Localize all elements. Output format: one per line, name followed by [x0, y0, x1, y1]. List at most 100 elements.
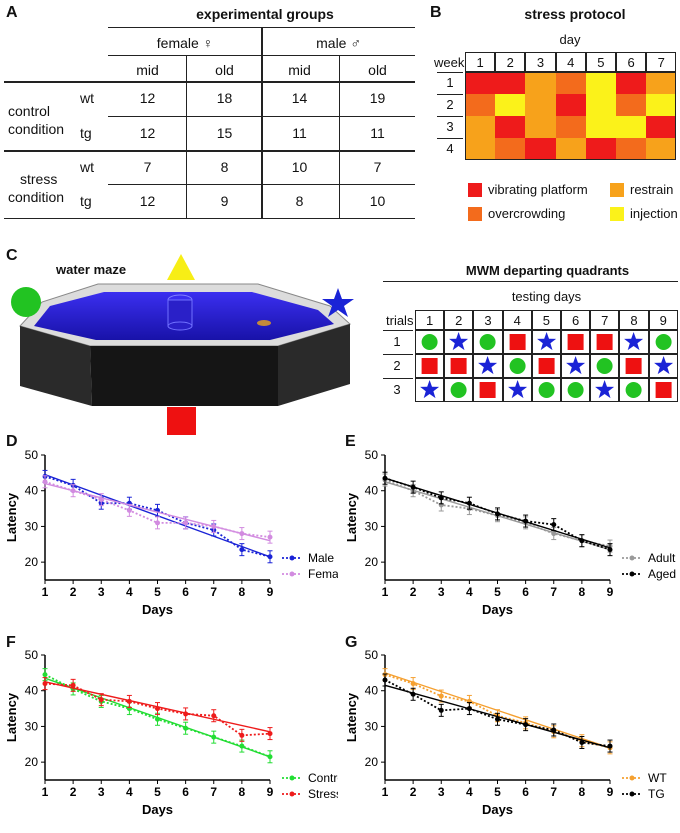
mouse-icon	[257, 320, 271, 326]
y-tick-label: 40	[25, 684, 39, 698]
mwm-cell	[619, 378, 649, 402]
data-point	[267, 754, 273, 760]
mwm-cell	[502, 330, 532, 354]
green-circle-icon	[596, 358, 613, 374]
mwm-day-cell: 2	[444, 310, 474, 330]
data-point	[410, 681, 416, 687]
legend-label: TG	[648, 787, 665, 801]
groups-table-title: experimental groups	[196, 6, 334, 22]
mwm-cell	[619, 354, 649, 378]
stress-cell-restrain	[555, 138, 586, 160]
data-point	[495, 511, 500, 517]
stress-cell-overcrowding	[616, 138, 647, 160]
week-row-divider	[437, 116, 463, 117]
mwm-trial-label: 3	[393, 382, 401, 397]
blue-star-icon	[536, 332, 556, 351]
stress-cell-vibrating	[585, 138, 616, 160]
stress-cell-restrain	[465, 116, 496, 138]
mwm-day-cell: 5	[531, 310, 561, 330]
trials-label: trials	[386, 313, 414, 328]
legend-marker	[629, 791, 635, 797]
genotype-label: tg	[80, 125, 92, 141]
x-axis-label: Days	[482, 602, 513, 617]
data-point	[183, 520, 189, 526]
table-divider	[4, 218, 415, 219]
data-point	[438, 707, 444, 713]
x-tick-label: 9	[267, 785, 274, 799]
legend-label: WT	[648, 771, 667, 785]
mwm-cell	[473, 354, 503, 378]
age-header: old	[368, 62, 387, 78]
green-circle-icon	[509, 358, 526, 374]
legend-swatch-vibrating	[468, 183, 482, 197]
legend-label: injection	[630, 206, 678, 221]
data-point	[70, 488, 76, 494]
mwm-cell	[561, 330, 591, 354]
legend-label: overcrowding	[488, 206, 566, 221]
mwm-cell	[415, 330, 445, 354]
table-cell: 18	[216, 90, 233, 106]
data-point	[267, 554, 273, 560]
x-tick-label: 6	[182, 585, 189, 599]
stress-cell-vibrating	[495, 72, 526, 94]
x-tick-label: 8	[239, 585, 246, 599]
x-axis-label: Days	[142, 602, 173, 617]
x-tick-label: 5	[494, 785, 501, 799]
chart-d: 20 30 40 50 1 2 3 4 5 6 7 8 9 Days Latency Male Female	[4, 448, 338, 617]
table-cell: 10	[291, 159, 308, 175]
x-tick-label: 9	[607, 585, 614, 599]
y-tick-label: 20	[25, 755, 39, 769]
genotype-label: tg	[80, 193, 92, 209]
x-tick-label: 1	[382, 785, 389, 799]
table-cell: 11	[370, 125, 385, 141]
table-cell: 9	[220, 193, 229, 209]
x-tick-label: 1	[382, 585, 389, 599]
trend-line-female	[44, 482, 271, 542]
series-line-aged	[384, 477, 611, 551]
x-tick-label: 3	[438, 585, 445, 599]
blue-star-icon	[478, 356, 498, 375]
x-tick-label: 4	[126, 785, 133, 799]
data-point	[466, 500, 472, 506]
x-tick-label: 5	[494, 585, 501, 599]
panel-label-c: C	[6, 247, 18, 264]
legend-label: restrain	[630, 182, 674, 197]
stress-cell-injection	[495, 94, 526, 116]
series-line-male	[44, 475, 271, 558]
maze-wall	[278, 324, 350, 406]
mwm-cell	[502, 354, 532, 378]
blue-star-icon	[595, 380, 615, 399]
x-tick-label: 4	[466, 585, 473, 599]
mwm-day-cell: 3	[473, 310, 503, 330]
legend-label: Control	[308, 771, 338, 785]
day-header-cell: 7	[646, 52, 677, 72]
y-tick-label: 40	[365, 684, 379, 698]
day-header-cell: 6	[616, 52, 647, 72]
mwm-cell	[531, 378, 561, 402]
legend-marker	[629, 571, 635, 577]
data-point	[126, 698, 132, 704]
genotype-label: wt	[80, 159, 94, 175]
x-tick-label: 5	[154, 785, 161, 799]
x-tick-label: 3	[98, 585, 105, 599]
x-tick-label: 5	[154, 585, 161, 599]
x-tick-label: 4	[466, 785, 473, 799]
data-point	[551, 727, 557, 733]
table-divider	[261, 28, 263, 218]
stress-cell-vibrating	[555, 94, 586, 116]
stress-cell-restrain	[646, 72, 677, 94]
data-point	[523, 518, 529, 524]
yellow-triangle-cue-icon	[167, 254, 195, 280]
red-square-icon	[625, 358, 642, 374]
condition-label: control	[8, 103, 51, 119]
water-maze-illustration	[11, 254, 354, 435]
week-row-label: 1	[446, 75, 454, 90]
data-point	[98, 497, 104, 503]
table-cell: 11	[292, 125, 307, 141]
stress-protocol-title: stress protocol	[524, 6, 626, 22]
day-header-cell: 2	[495, 52, 526, 72]
y-tick-label: 50	[365, 448, 379, 462]
table-cell: 7	[143, 159, 152, 175]
day-header-cell: 3	[525, 52, 556, 72]
mwm-day-cell: 7	[590, 310, 620, 330]
